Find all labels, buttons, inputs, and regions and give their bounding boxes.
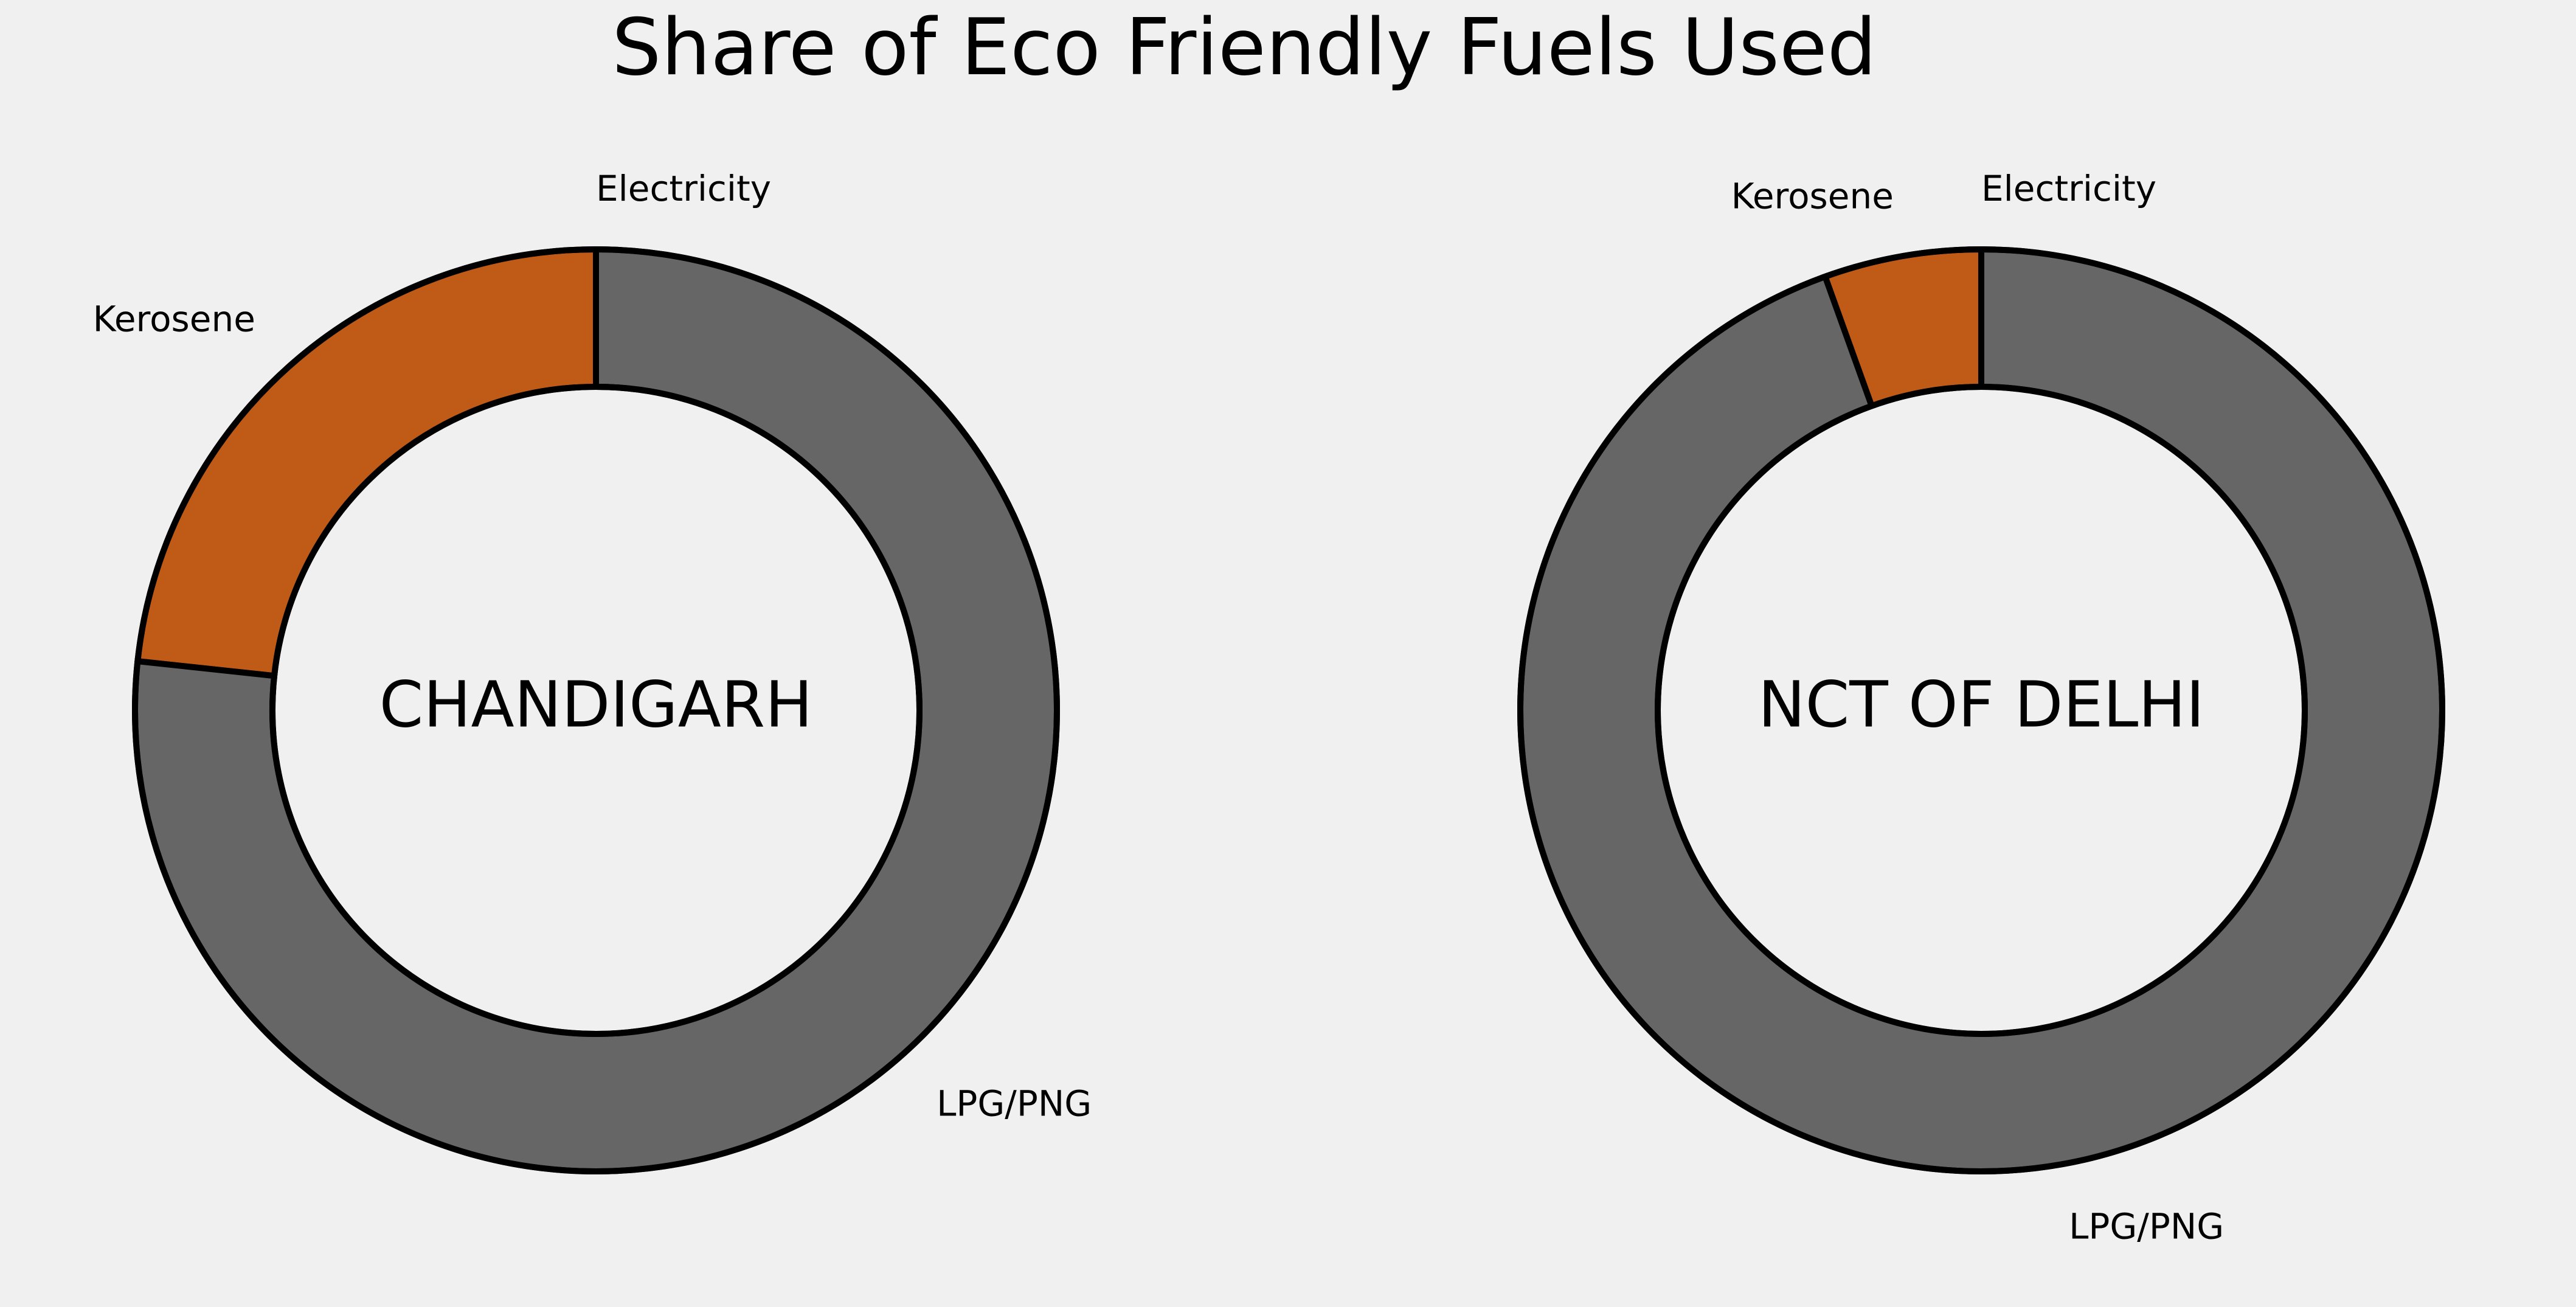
slice-label-electricity: Electricity	[1981, 168, 2156, 209]
slice-labels: Electricity Kerosene LPG/PNG	[1731, 168, 2224, 1247]
donut-chart-chandigarh: Electricity Kerosene LPG/PNG CHANDIGARH	[93, 168, 1092, 1174]
slice-labels: Electricity Kerosene LPG/PNG	[93, 168, 1092, 1125]
donut-outer-ring	[132, 246, 1060, 1174]
slice-label-lpg-png: LPG/PNG	[2069, 1206, 2224, 1247]
donut-slices	[1517, 246, 2445, 1174]
slice-label-kerosene: Kerosene	[93, 299, 255, 340]
donut-inner-ring	[269, 384, 923, 1037]
donut-center-label: CHANDIGARH	[379, 667, 813, 741]
slice-label-kerosene: Kerosene	[1731, 175, 1894, 217]
donut-inner-ring	[1655, 384, 2308, 1037]
donut-outer-ring	[1517, 246, 2445, 1174]
donut-center-label: NCT OF DELHI	[1758, 667, 2204, 741]
donut-slices	[132, 246, 1060, 1174]
figure-title: Share of Eco Friendly Fuels Used	[612, 2, 1877, 93]
donut-chart-nct-of-delhi: Electricity Kerosene LPG/PNG NCT OF DELHI	[1517, 168, 2445, 1247]
slice-label-electricity: Electricity	[596, 168, 771, 209]
slice-label-lpg-png: LPG/PNG	[937, 1083, 1092, 1125]
